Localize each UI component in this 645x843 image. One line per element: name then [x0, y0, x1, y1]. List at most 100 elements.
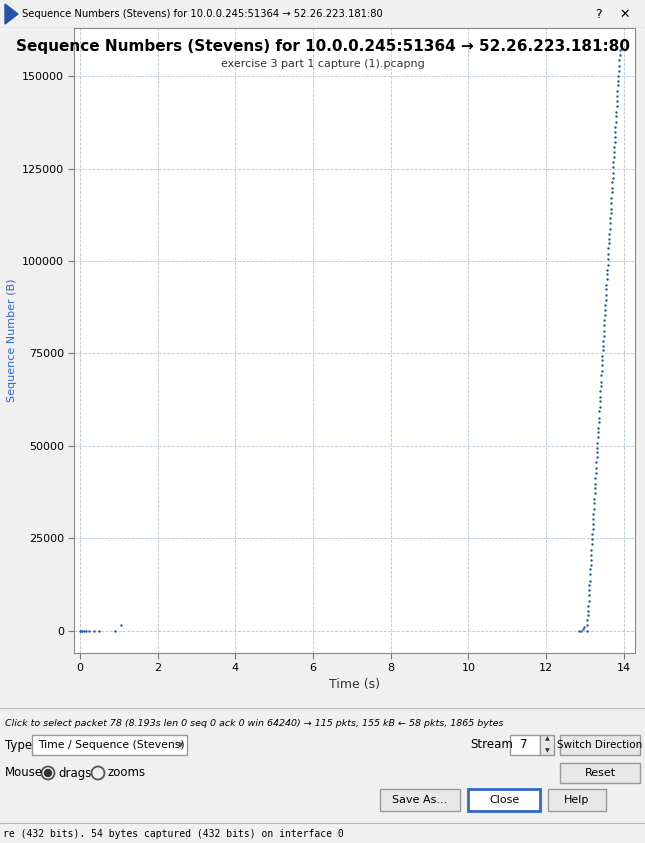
Point	[591, 462, 601, 475]
Text: zooms: zooms	[108, 766, 146, 780]
Point	[594, 411, 604, 424]
Point	[586, 543, 597, 556]
Circle shape	[45, 770, 52, 776]
Text: Switch Direction: Switch Direction	[557, 740, 642, 750]
Point	[589, 497, 599, 510]
Point	[588, 518, 598, 531]
Point	[584, 583, 594, 597]
Text: Sequence Numbers (Stevens) for 10.0.0.245:51364 → 52.26.223.181:80: Sequence Numbers (Stevens) for 10.0.0.24…	[22, 9, 382, 19]
Point	[584, 578, 595, 592]
Point	[605, 216, 615, 229]
Text: Click to select packet 78 (8.193s len 0 seq 0 ack 0 win 64240) → 115 pkts, 155 k: Click to select packet 78 (8.193s len 0 …	[5, 718, 504, 728]
Point	[594, 405, 604, 418]
Text: 7: 7	[520, 738, 528, 751]
Point	[592, 436, 602, 449]
Text: Close: Close	[489, 795, 519, 805]
Point	[587, 533, 597, 546]
Text: Save As...: Save As...	[392, 795, 448, 805]
FancyBboxPatch shape	[540, 735, 554, 755]
Point	[602, 263, 613, 277]
Point	[598, 334, 608, 347]
Point	[611, 110, 621, 123]
Point	[588, 513, 599, 526]
Point	[586, 548, 596, 561]
Point	[600, 308, 610, 321]
Text: ?: ?	[595, 8, 601, 20]
Point	[591, 450, 602, 464]
Point	[593, 421, 604, 434]
Point	[610, 126, 620, 139]
Point	[590, 477, 600, 491]
Point	[606, 196, 616, 210]
Point	[601, 282, 611, 296]
Point	[584, 574, 595, 588]
Point	[588, 522, 598, 535]
Point	[598, 340, 608, 353]
Text: Stream: Stream	[470, 738, 513, 751]
Point	[586, 558, 596, 572]
Point	[597, 343, 608, 357]
Point	[582, 614, 593, 627]
Point	[610, 121, 620, 134]
Point	[608, 171, 618, 185]
Point	[578, 622, 588, 636]
Point	[584, 588, 594, 601]
Point	[83, 624, 94, 637]
Text: ▼: ▼	[544, 749, 550, 754]
Point	[605, 212, 615, 225]
Point	[585, 562, 595, 576]
Point	[579, 620, 590, 634]
Point	[599, 319, 610, 332]
FancyBboxPatch shape	[468, 789, 540, 811]
Point	[583, 604, 593, 618]
Point	[110, 624, 120, 637]
Point	[593, 416, 604, 429]
Point	[596, 375, 606, 389]
Point	[601, 278, 611, 292]
Polygon shape	[5, 4, 18, 24]
Point	[612, 89, 622, 103]
FancyBboxPatch shape	[548, 789, 606, 811]
Point	[81, 624, 91, 637]
Point	[599, 330, 609, 343]
Point	[587, 528, 597, 541]
Point	[574, 624, 584, 637]
Text: exercise 3 part 1 capture (1).pcapng: exercise 3 part 1 capture (1).pcapng	[221, 59, 424, 69]
Point	[603, 252, 613, 266]
Point	[614, 53, 624, 67]
Point	[115, 619, 126, 632]
Point	[603, 247, 613, 260]
Point	[611, 94, 622, 107]
Point	[600, 298, 610, 312]
FancyBboxPatch shape	[32, 735, 187, 755]
X-axis label: Time (s): Time (s)	[329, 678, 381, 690]
Point	[606, 207, 616, 220]
Point	[608, 150, 619, 164]
Point	[591, 455, 602, 469]
Point	[77, 624, 88, 637]
Point	[602, 258, 613, 271]
Point	[75, 624, 85, 637]
Point	[613, 69, 624, 83]
Point	[582, 618, 592, 631]
Text: re (432 bits). 54 bytes captured (432 bits) on interface 0: re (432 bits). 54 bytes captured (432 bi…	[3, 829, 344, 839]
Point	[595, 395, 605, 408]
Point	[589, 502, 599, 515]
Point	[595, 379, 606, 393]
Text: Mouse: Mouse	[5, 766, 43, 780]
Point	[600, 293, 611, 307]
Text: ▾: ▾	[178, 740, 184, 750]
Point	[615, 44, 625, 57]
Point	[603, 242, 613, 255]
Point	[94, 624, 104, 637]
Point	[606, 191, 617, 205]
Point	[609, 145, 619, 158]
Point	[597, 358, 607, 372]
Point	[586, 538, 597, 551]
Point	[609, 140, 619, 153]
Point	[611, 115, 621, 129]
Point	[608, 160, 619, 174]
Point	[592, 441, 602, 454]
Text: Time / Sequence (Stevens): Time / Sequence (Stevens)	[38, 740, 184, 750]
Point	[604, 227, 615, 240]
